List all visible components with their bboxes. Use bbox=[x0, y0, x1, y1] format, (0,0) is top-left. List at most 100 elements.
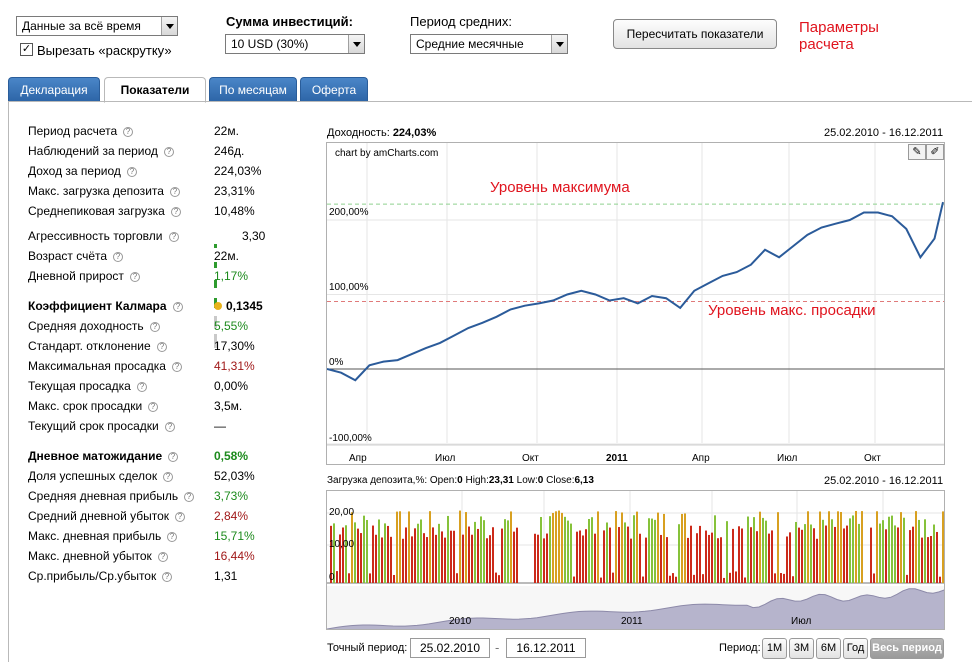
help-icon[interactable]: ? bbox=[172, 362, 182, 372]
help-icon[interactable]: ? bbox=[158, 552, 168, 562]
help-icon[interactable]: ? bbox=[123, 127, 133, 137]
metric-value: 10,48% bbox=[214, 204, 255, 218]
load-bar bbox=[771, 530, 773, 583]
navigator-tick-label: Июл bbox=[791, 616, 811, 627]
tab-by-month[interactable]: По месяцам bbox=[209, 77, 297, 102]
period-6m-button[interactable]: 6М bbox=[816, 638, 841, 659]
avg-select[interactable]: Средние месячные bbox=[410, 34, 568, 54]
aggressiveness-bar bbox=[214, 334, 217, 348]
tab-declaration[interactable]: Декларация bbox=[8, 77, 100, 102]
invest-select[interactable]: 10 USD (30%) bbox=[225, 34, 365, 54]
metric-name: Дневное матожидание bbox=[28, 449, 163, 463]
y-tick-label: 100,00% bbox=[329, 282, 369, 293]
period-from-input[interactable]: 25.02.2010 bbox=[410, 638, 490, 658]
load-bar bbox=[774, 573, 776, 583]
load-bar bbox=[918, 519, 920, 583]
load-bar bbox=[564, 516, 566, 583]
load-bar bbox=[606, 522, 608, 583]
load-bar bbox=[627, 526, 629, 583]
amcharts-credit: chart by amCharts.com bbox=[335, 148, 439, 159]
content-panel bbox=[8, 101, 972, 662]
recalc-button[interactable]: Пересчитать показатели bbox=[613, 19, 777, 49]
period-1m-button[interactable]: 1М bbox=[762, 638, 787, 659]
load-bar bbox=[375, 534, 377, 583]
help-icon[interactable]: ? bbox=[148, 402, 158, 412]
help-icon[interactable]: ? bbox=[167, 532, 177, 542]
x-tick-label: Июл bbox=[777, 453, 797, 464]
period-to-input[interactable]: 16.12.2011 bbox=[506, 638, 586, 658]
chevron-down-icon[interactable] bbox=[161, 17, 177, 35]
tab-offer[interactable]: Оферта bbox=[300, 77, 368, 102]
load-chart[interactable]: 20,00 10,00 0 2010 2011 Июл bbox=[326, 490, 945, 630]
load-bar bbox=[639, 533, 641, 583]
load-bar bbox=[861, 511, 863, 583]
help-icon[interactable]: ? bbox=[150, 322, 160, 332]
load-bar bbox=[588, 518, 590, 583]
eraser-icon[interactable]: ✐ bbox=[926, 144, 944, 160]
help-icon[interactable]: ? bbox=[127, 167, 137, 177]
help-icon[interactable]: ? bbox=[175, 512, 185, 522]
load-bar bbox=[333, 523, 335, 583]
load-bar bbox=[600, 577, 602, 583]
help-icon[interactable]: ? bbox=[137, 382, 147, 392]
metric-name: Текущий срок просадки bbox=[28, 419, 159, 433]
chevron-down-icon[interactable] bbox=[551, 35, 567, 53]
load-bar bbox=[414, 528, 416, 583]
load-bar bbox=[348, 573, 350, 583]
period-all-button[interactable]: Весь период bbox=[870, 638, 944, 659]
cut-checkbox[interactable]: ✓ bbox=[20, 43, 33, 56]
load-bar bbox=[450, 530, 452, 583]
help-icon[interactable]: ? bbox=[165, 422, 175, 432]
period-3m-button[interactable]: 3М bbox=[789, 638, 814, 659]
tab-metrics[interactable]: Показатели bbox=[104, 77, 206, 103]
metric-name: Доход за период bbox=[28, 164, 121, 178]
yield-title-value: 224,03% bbox=[392, 127, 437, 139]
load-bar bbox=[750, 527, 752, 583]
help-icon[interactable]: ? bbox=[169, 232, 179, 242]
help-icon[interactable]: ? bbox=[157, 342, 167, 352]
range-select[interactable]: Данные за всё время bbox=[16, 16, 178, 36]
max-level-note: Уровень максимума bbox=[490, 179, 630, 196]
help-icon[interactable]: ? bbox=[113, 252, 123, 262]
load-bar bbox=[585, 529, 587, 583]
load-bar bbox=[513, 531, 515, 583]
help-icon[interactable]: ? bbox=[184, 492, 194, 502]
load-bar bbox=[345, 525, 347, 583]
metric-value: 224,03% bbox=[214, 164, 262, 178]
help-icon[interactable]: ? bbox=[170, 187, 180, 197]
help-icon[interactable]: ? bbox=[168, 452, 178, 462]
load-bar bbox=[885, 529, 887, 583]
help-icon[interactable]: ? bbox=[163, 472, 173, 482]
help-icon[interactable]: ? bbox=[162, 572, 172, 582]
help-icon[interactable]: ? bbox=[173, 302, 183, 312]
load-bar bbox=[762, 517, 764, 583]
load-bar bbox=[501, 528, 503, 583]
load-bar bbox=[609, 527, 611, 583]
load-bar bbox=[405, 527, 407, 583]
help-icon[interactable]: ? bbox=[130, 272, 140, 282]
load-bar bbox=[378, 519, 380, 583]
load-bar bbox=[636, 511, 638, 583]
load-bar bbox=[714, 515, 716, 583]
yield-chart[interactable]: 200,00% 100,00% 0% -100,00% Апр Июл Окт 2011 Апр… bbox=[326, 142, 945, 465]
load-bar bbox=[759, 511, 761, 583]
load-chart-range: 25.02.2010 - 16.12.2011 bbox=[824, 475, 944, 487]
load-bar bbox=[816, 538, 818, 583]
period-year-button[interactable]: Год bbox=[843, 638, 868, 659]
load-bar bbox=[855, 510, 857, 583]
pencil-icon[interactable]: ✎ bbox=[908, 144, 926, 160]
load-bar bbox=[612, 572, 614, 583]
help-icon[interactable]: ? bbox=[164, 147, 174, 157]
metric-value: 3,5м. bbox=[214, 399, 243, 413]
load-bar bbox=[570, 523, 572, 583]
load-bar bbox=[552, 512, 554, 583]
chevron-down-icon[interactable] bbox=[348, 35, 364, 53]
load-bar bbox=[456, 573, 458, 583]
load-bar bbox=[783, 573, 785, 583]
metric-value: 2,84% bbox=[214, 509, 249, 523]
help-icon[interactable]: ? bbox=[171, 207, 181, 217]
load-bar bbox=[663, 513, 665, 583]
metric-value: 22м. bbox=[214, 124, 239, 138]
load-bar bbox=[516, 527, 518, 583]
load-bar bbox=[852, 515, 854, 583]
